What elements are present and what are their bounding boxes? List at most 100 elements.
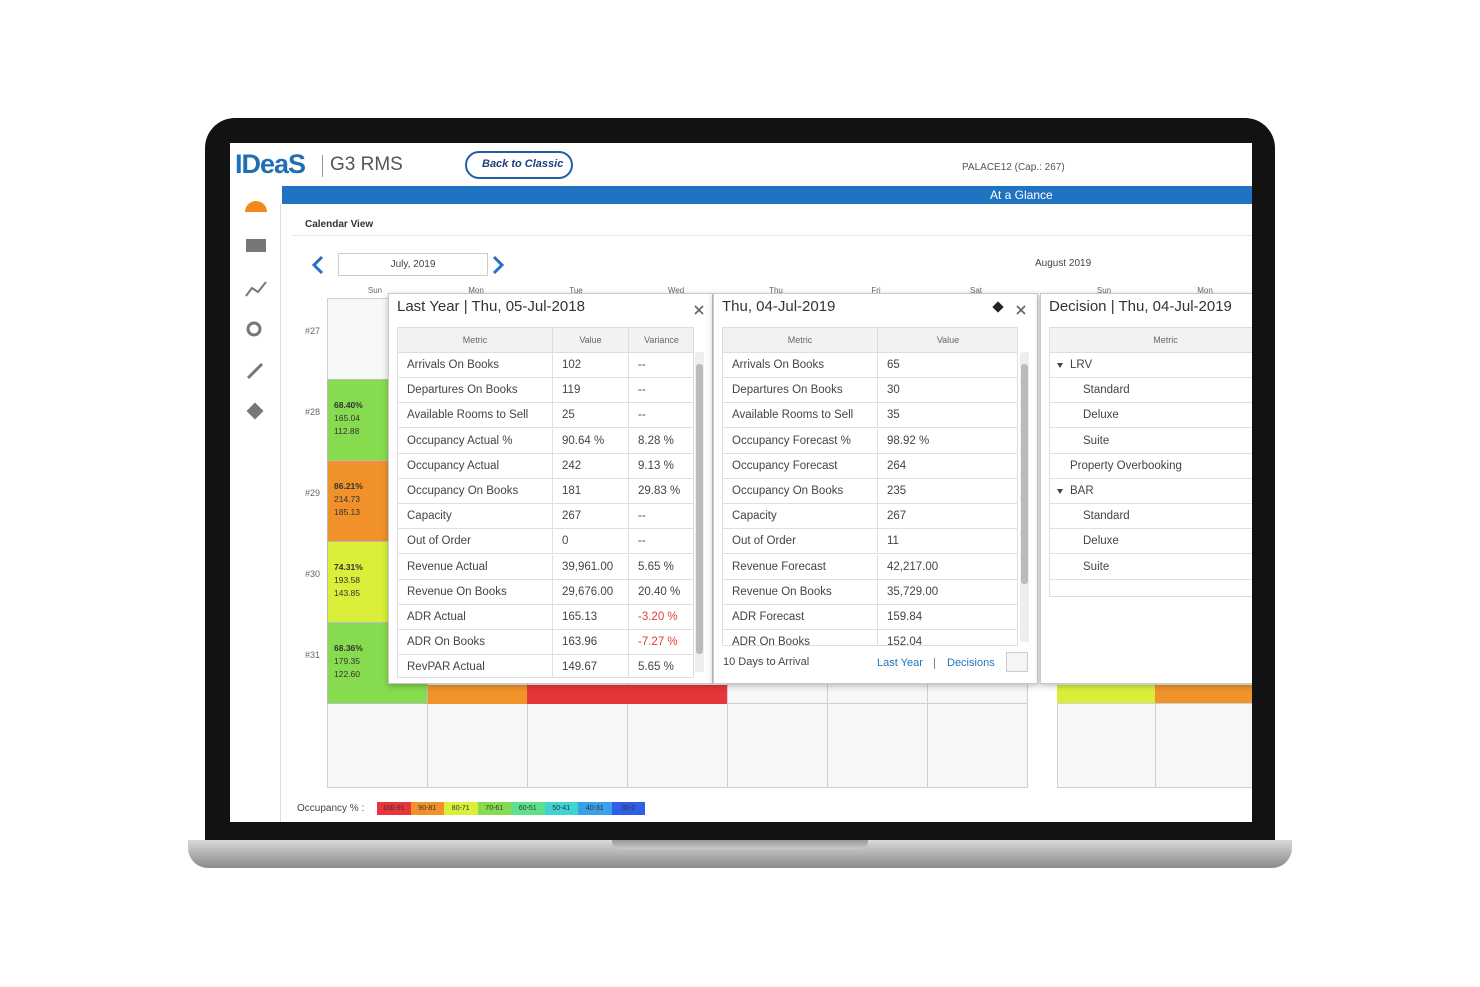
table-cell: 29.83 % xyxy=(629,479,693,504)
table-cell: ADR On Books xyxy=(723,630,878,645)
table-row: Revenue Actual 39,961.00 5.65 % xyxy=(398,554,693,580)
day-metric: 179.35 xyxy=(334,656,360,666)
info-panel: Thu, 04-Jul-2019 Metric Value Arrivals On B… xyxy=(713,293,1038,684)
expand-toggle[interactable] xyxy=(1057,363,1063,368)
legend-range: 50-41 xyxy=(544,802,578,815)
folder-icon xyxy=(246,239,266,252)
table-cell: 11 xyxy=(878,529,1017,554)
last-year-link[interactable]: Last Year xyxy=(877,657,923,669)
day-header: Sun xyxy=(1096,286,1112,295)
week-label: #30 xyxy=(305,569,321,579)
table-cell: 0 xyxy=(553,529,629,555)
pin-button[interactable] xyxy=(992,301,1004,313)
table-row: Departures On Books 30 xyxy=(723,378,1017,404)
week-label: #27 xyxy=(305,326,321,336)
table-cell: Capacity xyxy=(398,504,553,530)
scrollbar-thumb[interactable] xyxy=(1021,364,1028,584)
table-cell: Available Rooms to Sell xyxy=(398,403,553,429)
tree-row: Standard xyxy=(1050,504,1252,530)
table-cell: 163.96 xyxy=(553,630,629,656)
month-box[interactable] xyxy=(338,253,488,276)
property-selector[interactable]: PALACE12 (Cap.: 267) xyxy=(962,162,1065,173)
tree-label: Deluxe xyxy=(1083,409,1119,422)
panel-title: Thu, 04-Jul-2019 xyxy=(722,298,836,315)
legend-label: Occupancy % : xyxy=(297,803,365,814)
table-cell: 235 xyxy=(878,479,1017,504)
table-cell: Arrivals On Books xyxy=(723,353,878,378)
table-row: Revenue On Books 29,676.00 20.40 % xyxy=(398,579,693,605)
column-header: Value xyxy=(553,328,629,353)
table-row: Arrivals On Books 65 xyxy=(723,353,1017,378)
table-cell: 35,729.00 xyxy=(878,580,1017,605)
expand-toggle[interactable] xyxy=(1057,489,1063,494)
product-name: G3 RMS xyxy=(330,154,403,175)
table-header: Metric xyxy=(1050,328,1252,353)
tree-label: Suite xyxy=(1083,434,1110,447)
table-cell: Occupancy Forecast xyxy=(723,453,878,479)
sidebar-divider xyxy=(280,204,281,822)
table-row: Occupancy On Books 181 29.83 % xyxy=(398,479,693,504)
table-cell: Occupancy On Books xyxy=(723,479,878,504)
table-row: RevPAR Actual 149.67 5.65 % xyxy=(398,655,693,677)
occupancy-strip xyxy=(1155,685,1252,703)
calendar-cell xyxy=(627,703,728,788)
table-header: Metric Value Variance xyxy=(398,328,693,353)
table-row: Out of Order 0 -- xyxy=(398,529,693,555)
table-row: Out of Order 11 xyxy=(723,529,1017,555)
decisions-link[interactable]: Decisions xyxy=(947,657,995,669)
table-cell: -- xyxy=(629,378,693,403)
legend-range-label: 100-91 xyxy=(382,805,405,812)
metrics-table: Metric Value Arrivals On Books 65 Departures… xyxy=(722,327,1018,646)
table-cell: 30 xyxy=(878,378,1017,403)
table-cell: 264 xyxy=(878,454,1017,479)
table-cell: ADR On Books xyxy=(398,630,553,656)
tree-label: Property Overbooking xyxy=(1070,459,1182,472)
table-cell: RevPAR Actual xyxy=(398,655,553,677)
table-cell: Occupancy On Books xyxy=(398,479,553,504)
scrollbar-thumb[interactable] xyxy=(696,364,703,654)
legend-range: 80-71 xyxy=(444,802,478,815)
close-button[interactable] xyxy=(1016,302,1026,315)
table-cell: 181 xyxy=(553,479,629,504)
column-header: Metric xyxy=(398,328,553,353)
next-month: August 2019 xyxy=(1035,258,1092,269)
table-cell: Revenue On Books xyxy=(723,579,878,605)
legend-range-label: 90-81 xyxy=(418,805,437,812)
table-row: Occupancy Actual % 90.64 % 8.28 % xyxy=(398,428,693,454)
settings-icon xyxy=(246,321,262,337)
day-metric: 143.85 xyxy=(334,588,360,598)
back-button-frame[interactable] xyxy=(465,151,573,179)
table-cell: 102 xyxy=(553,353,629,378)
table-cell: -3.20 % xyxy=(629,605,693,630)
legend-range: 70-61 xyxy=(477,802,511,815)
link-divider xyxy=(934,658,935,669)
next-arrow[interactable] xyxy=(492,255,505,275)
prev-arrow[interactable] xyxy=(311,255,324,275)
table-row: Available Rooms to Sell 35 xyxy=(723,403,1017,429)
close-button[interactable] xyxy=(694,302,704,315)
dashboard-icon xyxy=(245,201,267,212)
day-metric: 122.60 xyxy=(334,669,360,679)
logo-divider xyxy=(322,155,323,177)
day-metric: 86.21% xyxy=(334,481,363,491)
day-metric: 68.40% xyxy=(334,400,363,410)
back-button[interactable]: Back to Classic xyxy=(482,158,564,170)
info-panel: Decision | Thu, 04-Jul-2019 Metric LRV Stan… xyxy=(1040,293,1252,684)
table-cell: 159.84 xyxy=(878,605,1017,630)
legend-range: 60-51 xyxy=(511,802,545,815)
tree-label: Deluxe xyxy=(1083,535,1119,548)
legend-range-label: 70-61 xyxy=(485,805,504,812)
calendar-cell xyxy=(1057,703,1156,788)
table-row: Occupancy Actual 242 9.13 % xyxy=(398,453,693,479)
table-cell: 5.65 % xyxy=(629,555,693,580)
table-cell: Revenue Actual xyxy=(398,554,553,580)
table-cell: 242 xyxy=(553,453,629,479)
table-cell: ADR Forecast xyxy=(723,605,878,630)
legend-range: 40-31 xyxy=(578,802,612,815)
close-icon xyxy=(694,305,704,315)
share-button[interactable] xyxy=(1006,652,1028,672)
table-cell: 165.13 xyxy=(553,605,629,630)
day-metric: 112.88 xyxy=(334,426,360,436)
month-picker[interactable]: July, 2019 xyxy=(390,259,436,270)
table-cell: 90.64 % xyxy=(553,428,629,454)
